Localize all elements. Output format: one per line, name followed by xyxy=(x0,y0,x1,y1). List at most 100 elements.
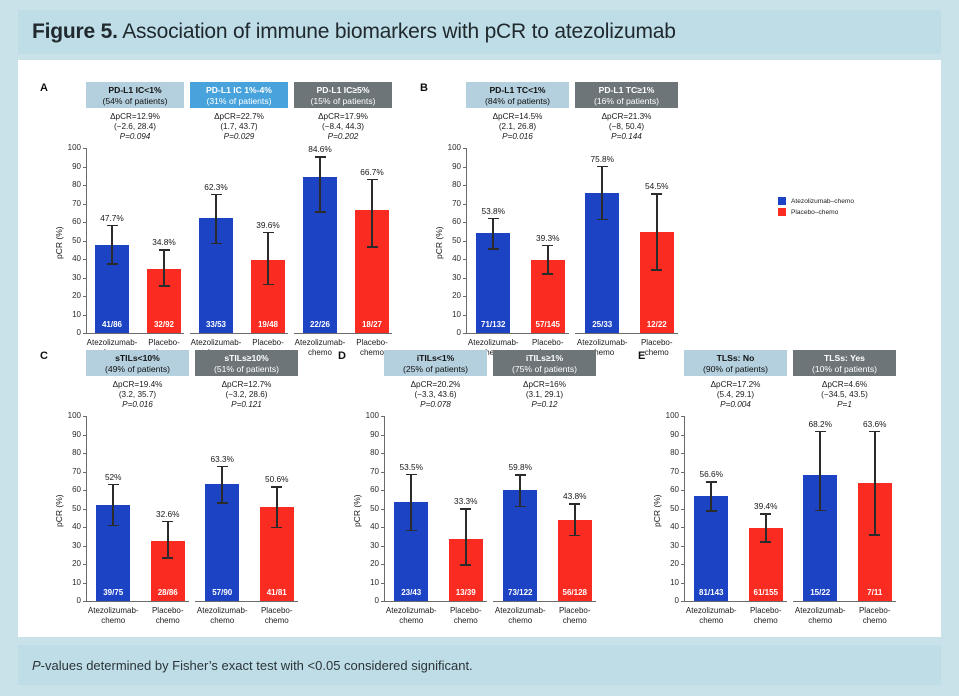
y-axis-tick-label: 10 xyxy=(72,309,81,319)
group-statistics: ΔpCR=16% (3.1, 29.1) P=0.12 xyxy=(493,380,596,411)
x-axis-baseline xyxy=(190,333,288,334)
x-axis-label-line1: Placebo- xyxy=(148,338,180,347)
error-bar xyxy=(210,193,222,245)
bar-fraction-label: 25/33 xyxy=(592,320,613,329)
y-axis-tick-label: 90 xyxy=(72,429,81,439)
group-header-title: iTILs≥1% xyxy=(525,353,564,363)
group-header-subtitle: (16% of patients) xyxy=(594,96,659,106)
error-bar-line xyxy=(410,473,413,532)
error-bar-line xyxy=(221,465,224,504)
y-axis-tick-label: 10 xyxy=(72,577,81,587)
error-bar-cap-upper xyxy=(514,474,526,476)
p-value: P=1 xyxy=(837,400,852,410)
error-bar-cap-upper xyxy=(569,503,581,505)
chart-legend: Atezolizumab–chemo Placebo–chemo xyxy=(778,197,854,219)
confidence-interval: (1.7, 43.7) xyxy=(220,122,258,132)
y-axis-tick xyxy=(83,527,86,528)
confidence-interval: (−8, 50.4) xyxy=(608,122,645,132)
x-axis-label-line1: Placebo- xyxy=(356,338,388,347)
y-axis-tick-label: 40 xyxy=(452,254,461,263)
y-axis-tick xyxy=(381,490,384,491)
y-axis-label: pCR (%) xyxy=(54,493,64,527)
error-bar-cap-lower xyxy=(869,534,881,536)
y-axis-tick xyxy=(83,240,86,242)
error-bar-cap-lower xyxy=(542,273,554,276)
y-axis-tick xyxy=(381,564,384,565)
legend-label: Atezolizumab–chemo xyxy=(791,197,855,205)
x-axis-label-line1: Atezolizumab- xyxy=(494,606,546,615)
x-axis-label-line1: Atezolizumab- xyxy=(685,606,737,615)
group-header-title: sTILs≥10% xyxy=(224,353,269,363)
bar-atezo: 81/143 xyxy=(694,496,729,601)
x-axis-label-line1: Placebo- xyxy=(531,338,564,347)
group-statistics: ΔpCR=12.7% (−3.2, 28.6) P=0.121 xyxy=(195,380,298,411)
legend-item: Placebo–chemo xyxy=(778,208,854,216)
y-axis-tick xyxy=(83,185,86,186)
y-axis-tick-label: 0 xyxy=(76,328,81,337)
y-axis-tick xyxy=(83,277,86,279)
y-axis-tick-label: 60 xyxy=(670,485,679,494)
group-plot: 41/8647.7%Atezolizumab-chemo32/9234.8%Pl… xyxy=(86,148,190,357)
bar-value-label: 43.8% xyxy=(562,491,587,502)
bar-value-label: 75.8% xyxy=(590,153,615,164)
bar-value-label: 63.3% xyxy=(210,453,235,464)
group-header-title: PD-L1 IC≥5% xyxy=(316,85,370,95)
legend-swatch xyxy=(778,197,786,205)
group-header-title: PD-L1 TC<1% xyxy=(489,85,546,95)
error-bar-line xyxy=(111,224,113,265)
group-header-title: sTILs<10% xyxy=(115,353,160,363)
group-header-subtitle: (25% of patients) xyxy=(403,364,468,374)
bar-value-label: 32.6% xyxy=(155,508,180,519)
bar-fraction-label: 73/122 xyxy=(508,588,533,597)
y-axis-tick-label: 90 xyxy=(72,161,81,171)
y-axis-tick xyxy=(463,314,466,316)
group-header-subtitle: (54% of patients) xyxy=(102,96,168,106)
x-axis-label-line2: chemo xyxy=(359,347,384,357)
y-axis-tick xyxy=(681,471,684,473)
group-plot: 33/5362.3%Atezolizumab-chemo19/4839.6%Pl… xyxy=(190,148,294,357)
y-axis-tick xyxy=(463,277,466,279)
group-plot: 57/90 63.3% Atezolizumab-chemo 41/81 50.6% Pl… xyxy=(195,416,304,625)
y-axis-tick xyxy=(463,333,466,334)
y-axis-tick-label: 90 xyxy=(670,429,679,439)
y-axis-tick xyxy=(83,508,86,510)
error-bar xyxy=(216,465,228,504)
x-axis-label-line1: Placebo- xyxy=(252,338,284,347)
y-axis-tick xyxy=(83,545,86,547)
delta-pcr: ΔpCR=17.9% xyxy=(318,112,368,121)
y-axis-tick-label: 70 xyxy=(370,466,379,476)
group-statistics: ΔpCR=19.4% (3.2, 35.7) P=0.016 xyxy=(86,380,189,411)
bar-value-label: 33.3% xyxy=(453,496,478,507)
error-bar-line xyxy=(275,486,278,529)
y-axis-tick-label: 40 xyxy=(72,522,81,531)
y-axis-tick-label: 70 xyxy=(72,466,81,476)
group-header: sTILs≥10% (51% of patients) xyxy=(195,350,298,376)
x-axis-label-line1: Placebo- xyxy=(558,606,591,615)
y-axis-label: pCR (%) xyxy=(54,225,64,259)
bar-fraction-label: 12/22 xyxy=(646,320,667,329)
y-axis-tick xyxy=(83,333,86,334)
x-axis-label-line2: chemo xyxy=(590,347,615,357)
x-axis-label-line2: chemo xyxy=(508,615,533,625)
confidence-interval: (3.2, 35.7) xyxy=(118,390,157,400)
error-bar-cap-upper xyxy=(210,193,222,196)
error-bar xyxy=(158,249,170,287)
y-axis-tick xyxy=(83,166,86,168)
x-axis-label-line1: Placebo- xyxy=(749,606,782,615)
error-bar xyxy=(814,430,826,512)
x-axis-label-line1: Atezolizumab- xyxy=(467,338,519,347)
x-axis-label-line2: chemo xyxy=(307,347,332,357)
y-axis-tick-label: 90 xyxy=(452,161,461,171)
error-bar xyxy=(760,513,772,543)
group-statistics: ΔpCR=17.9% (−8.4, 44.3) P=0.202 xyxy=(294,112,392,143)
bar-value-label: 62.3% xyxy=(204,181,228,192)
group-statistics: ΔpCR=20.2% (−3.3, 43.6) P=0.078 xyxy=(384,380,487,411)
y-axis-tick-label: 100 xyxy=(365,411,379,420)
error-bar-line xyxy=(655,193,658,271)
delta-pcr: ΔpCR=16% xyxy=(522,380,567,389)
p-value: P=0.121 xyxy=(231,400,262,410)
error-bar-cap-lower xyxy=(271,526,283,529)
y-axis-tick xyxy=(83,416,86,417)
error-bar-cap-upper xyxy=(760,513,772,515)
